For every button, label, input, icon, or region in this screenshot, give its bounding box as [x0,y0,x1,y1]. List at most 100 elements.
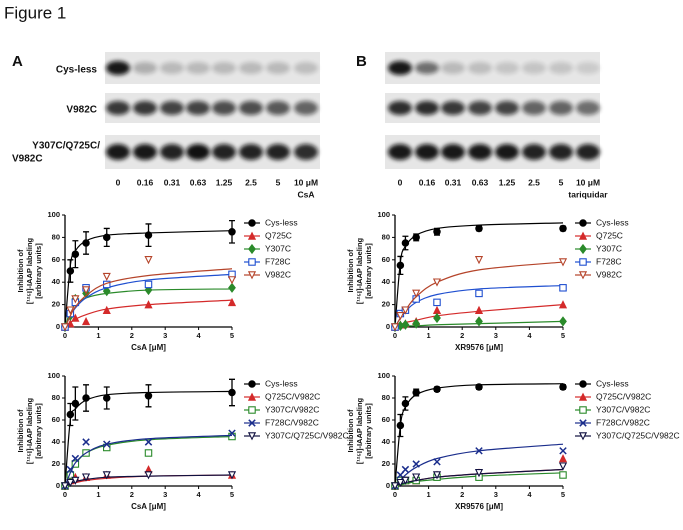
concentration-label: 0.31 [164,177,181,187]
x-tick-label: 0 [393,490,397,499]
marker [475,447,483,455]
x-tick-label: 3 [163,490,167,499]
y-tick-label: 100 [47,371,60,380]
concentration-label: 10 μM [294,177,318,187]
marker [144,231,153,239]
legend-marker [579,419,587,427]
legend-marker [248,406,256,414]
drug-label: tariquidar [568,189,608,199]
concentration-label: 0 [398,177,403,187]
legend-label: Y307C/Q725C/V982C [596,430,680,440]
y-tick-label: 20 [382,300,390,309]
y-axis-label: Inhibition of [16,249,25,292]
concentration-label: 0 [116,177,121,187]
marker [559,316,567,327]
concentration-label: 0.16 [419,177,436,187]
legend-marker [247,432,257,441]
y-tick-label: 60 [382,255,390,264]
y-tick-label: 20 [52,300,60,309]
marker [102,305,111,314]
marker [559,471,567,479]
legend-label: V982C [265,269,291,279]
x-tick-label: 4 [527,490,532,499]
y-tick-label: 60 [52,255,60,264]
y-axis-label: [arbitrary units] [34,243,43,299]
marker [474,256,484,265]
marker [432,471,442,480]
concentration-label: 0.16 [137,177,154,187]
legend-marker [578,231,588,240]
legend-label: Q725C [596,230,623,240]
concentration-label: 0.31 [445,177,462,187]
row-label: V982C [12,154,43,165]
marker [558,454,568,463]
y-axis-label: [¹²⁵I]-IAAP labeling [25,397,34,464]
row-label: Y307C/Q725C/ [32,141,100,152]
x-tick-label: 2 [130,331,134,340]
concentration-label: 10 μM [576,177,600,187]
marker [412,473,421,482]
marker [396,261,405,270]
legend-label: Cys-less [265,378,298,388]
fit-curve [64,268,233,328]
y-tick-label: 100 [377,210,390,219]
gel-a [105,52,320,169]
marker [401,465,410,474]
legend-marker [247,392,257,401]
legend-marker [248,380,256,388]
marker [396,312,405,321]
concentration-label: 0.63 [190,177,207,187]
marker [432,278,442,287]
marker [71,460,80,468]
marker [559,383,567,391]
marker [60,323,70,332]
marker [412,318,421,329]
y-tick-label: 0 [56,481,60,490]
x-axis-label: XR9576 [μM] [455,343,503,352]
marker [144,280,153,289]
marker [227,276,237,285]
x-tick-label: 1 [96,331,100,340]
y-tick-label: 0 [386,322,390,331]
y-tick-label: 0 [56,322,60,331]
legend-label: Cys-less [265,217,298,227]
x-tick-label: 5 [230,490,234,499]
marker [66,267,75,275]
y-axis-label: [arbitrary units] [364,403,373,459]
marker [474,305,484,314]
marker [396,421,405,430]
legend-label: Q725C/V982C [265,391,320,401]
x-tick-label: 2 [460,490,464,499]
y-tick-label: 100 [47,210,60,219]
y-tick-label: 80 [382,393,390,402]
y-tick-label: 80 [382,232,390,241]
marker [396,478,405,488]
marker [412,233,420,242]
concentration-label: 1.25 [216,177,233,187]
legend-label: Y307C [596,243,622,253]
marker [475,383,483,391]
y-axis-label: Inhibition of [346,409,355,452]
marker [66,465,75,474]
marker [412,460,420,468]
marker [71,454,80,463]
marker [227,471,237,480]
marker [475,224,483,233]
panel-label: A [12,53,23,70]
marker [390,323,400,332]
concentration-label: 0.63 [472,177,489,187]
marker [558,462,568,471]
legend-marker [578,432,588,441]
marker [144,471,153,480]
marker [475,289,483,298]
legend-label: Y307C [265,243,291,253]
x-tick-label: 5 [561,331,565,340]
marker [144,256,153,265]
legend-marker [247,231,257,240]
legend-label: F728C/V982C [596,417,650,427]
legend-marker [579,243,587,255]
x-axis-label: CsA [μM] [131,343,166,352]
y-tick-label: 100 [377,371,390,380]
